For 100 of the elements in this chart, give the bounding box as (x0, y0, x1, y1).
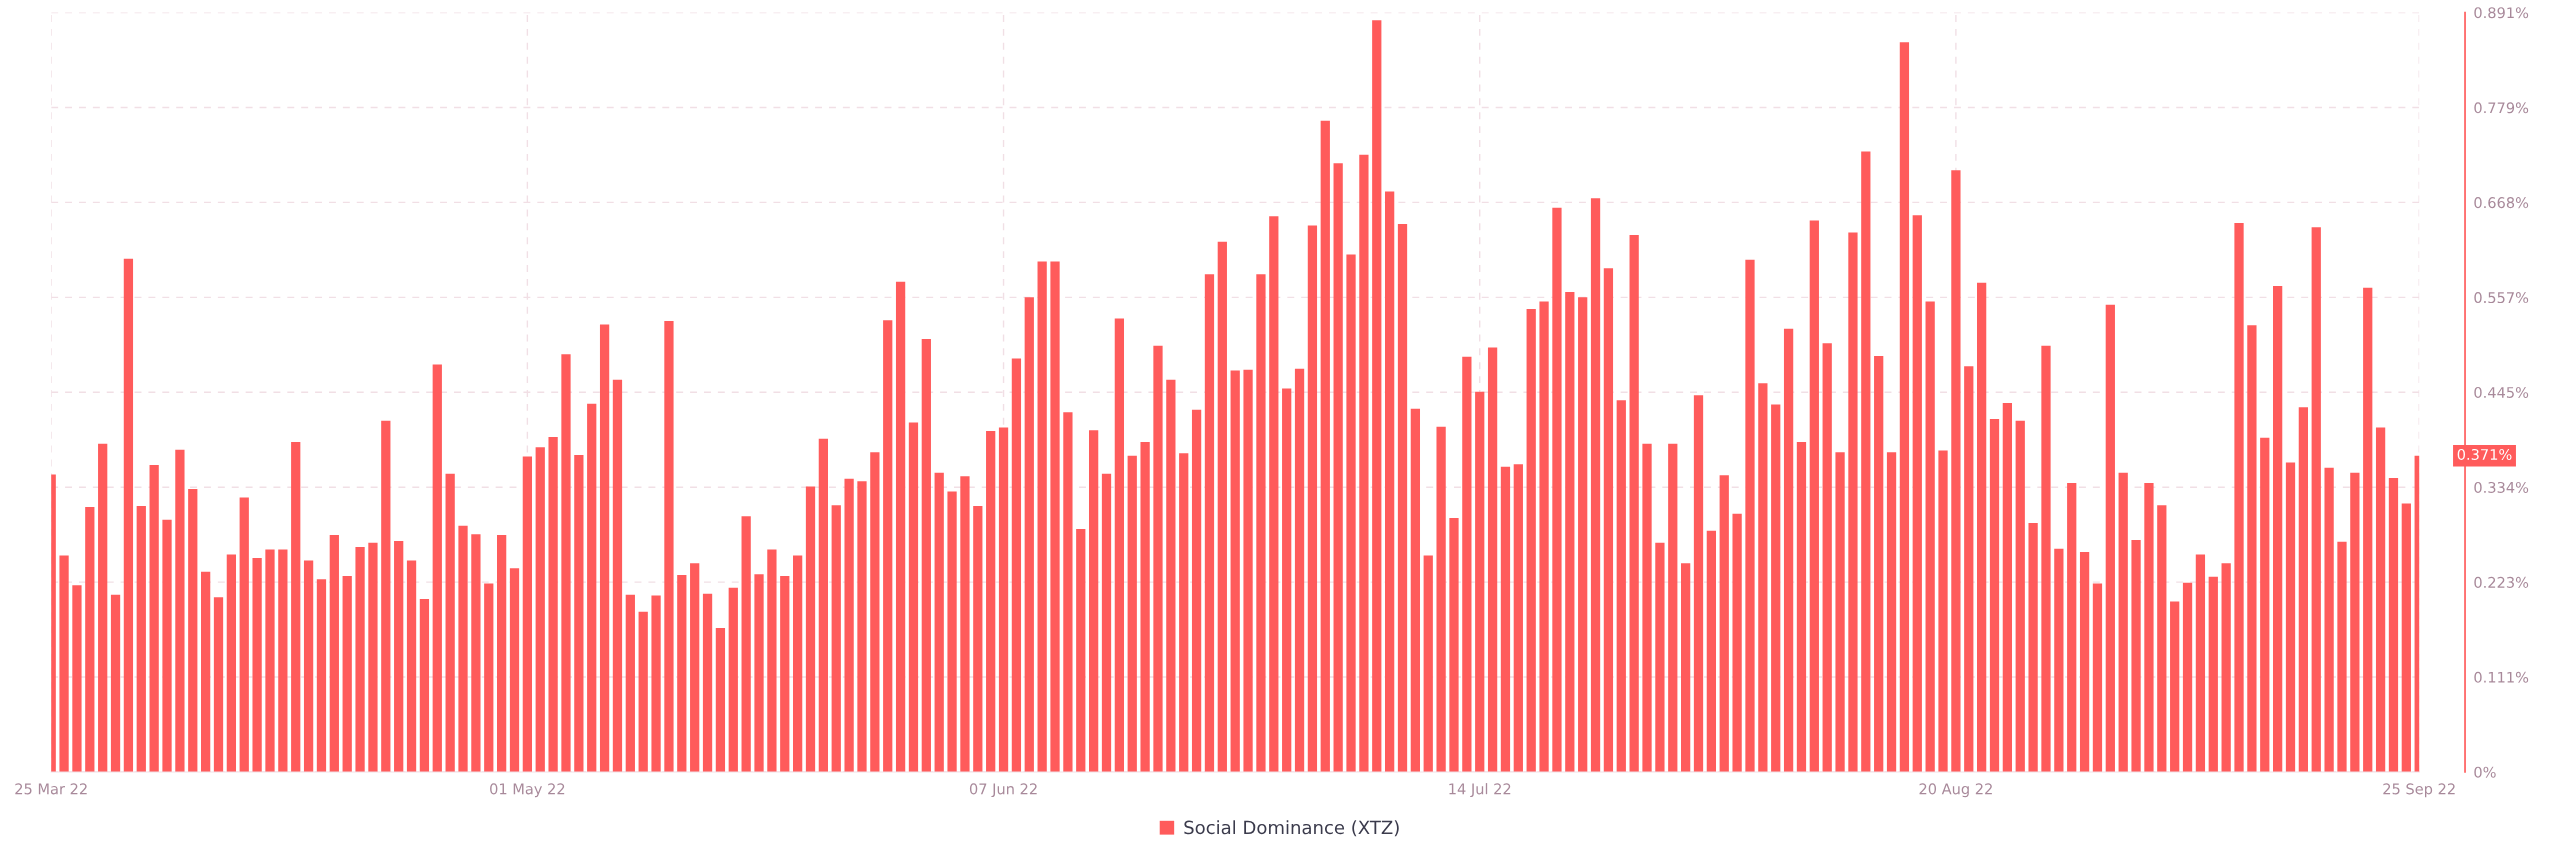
bar (291, 442, 301, 772)
bar (1372, 20, 1382, 772)
bar (85, 506, 95, 772)
bar (2041, 345, 2051, 772)
bar (599, 324, 610, 772)
bar (677, 575, 687, 772)
bar (2388, 477, 2399, 772)
bar (1874, 356, 1884, 772)
bar (1333, 163, 1343, 772)
bar (1204, 274, 1215, 772)
bar (1101, 473, 1112, 772)
bar (522, 456, 533, 772)
bar (1307, 225, 1318, 772)
bar (2054, 548, 2064, 772)
bar (123, 258, 134, 772)
x-tick-label: 07 Jun 22 (969, 783, 1037, 798)
bar (1977, 282, 1987, 772)
bar (1217, 241, 1227, 772)
bar (831, 505, 841, 772)
bar (2015, 420, 2025, 772)
bar (2092, 583, 2103, 772)
annotation: 0.371% (2457, 448, 2512, 460)
bar (1063, 412, 1073, 772)
y-tick-label: 0% (2474, 766, 2496, 778)
bar (136, 506, 146, 772)
bar (1140, 442, 1150, 772)
x-tick-label: 14 Jul 22 (1449, 783, 1511, 798)
bar (1912, 215, 1922, 772)
bar (213, 597, 224, 772)
bar (2067, 483, 2077, 772)
bar (1191, 409, 1202, 772)
bar (921, 338, 931, 772)
bar (316, 579, 327, 772)
bar (1153, 345, 1163, 772)
bar (1513, 464, 1523, 772)
bar (1771, 404, 1781, 772)
bar (303, 560, 314, 772)
bar (1500, 466, 1511, 772)
bar (1809, 220, 1819, 772)
x-tick-label: 25 Mar 22 (15, 783, 87, 795)
bar (342, 575, 352, 772)
legend-label: Social Dominance (XTZ) (1184, 820, 1399, 837)
bar (1449, 517, 1459, 772)
bar (2221, 563, 2231, 772)
bar (2285, 462, 2296, 772)
bar (612, 379, 623, 772)
bar (2337, 541, 2347, 772)
bar (1397, 223, 1408, 772)
bar (805, 486, 816, 772)
bar (844, 478, 854, 772)
bar (1539, 301, 1549, 772)
bar (2260, 437, 2270, 772)
bar (715, 627, 726, 772)
bar (1089, 430, 1099, 772)
bar (406, 560, 417, 772)
bar (201, 571, 211, 772)
bar (1655, 542, 1665, 772)
bar (1294, 368, 1305, 772)
x-tick-label: 20 Aug 22 (1919, 783, 1992, 798)
bar (419, 598, 430, 772)
bar (2273, 286, 2283, 772)
bar (2028, 523, 2038, 772)
bar (1590, 198, 1601, 772)
bar (1423, 555, 1433, 772)
bar (986, 431, 996, 772)
y-tick-label: 0.223% (2474, 576, 2529, 588)
bar (2002, 402, 2013, 772)
bar (2375, 427, 2386, 772)
bar (1243, 369, 1253, 772)
bar (2234, 223, 2244, 772)
bar (1114, 318, 1125, 772)
bar (548, 436, 558, 772)
bar (355, 546, 365, 772)
bar (2298, 407, 2309, 772)
bar (2118, 472, 2128, 772)
bar (561, 354, 571, 772)
bar (1835, 452, 1845, 772)
bar (110, 594, 121, 772)
bar (1037, 261, 1047, 772)
y-tick-label: 0.668% (2474, 197, 2529, 209)
bar (2079, 552, 2090, 772)
bar (857, 481, 867, 772)
bar (535, 447, 545, 772)
bar (1861, 151, 1871, 772)
bar (1938, 450, 1948, 772)
bar (2324, 467, 2334, 772)
y-tick-label: 0.334% (2474, 481, 2529, 493)
bar (651, 595, 661, 772)
bar (1269, 216, 1279, 772)
bar (394, 540, 404, 772)
bar (2363, 287, 2373, 772)
x-tick-label: 25 Sep 22 (2383, 783, 2455, 798)
bar (1346, 254, 1356, 772)
bar (2131, 540, 2141, 772)
bar (162, 519, 172, 772)
bar (818, 438, 829, 772)
bar (1024, 297, 1034, 772)
bar (947, 491, 957, 772)
bar (960, 476, 970, 772)
bar (2401, 503, 2411, 772)
